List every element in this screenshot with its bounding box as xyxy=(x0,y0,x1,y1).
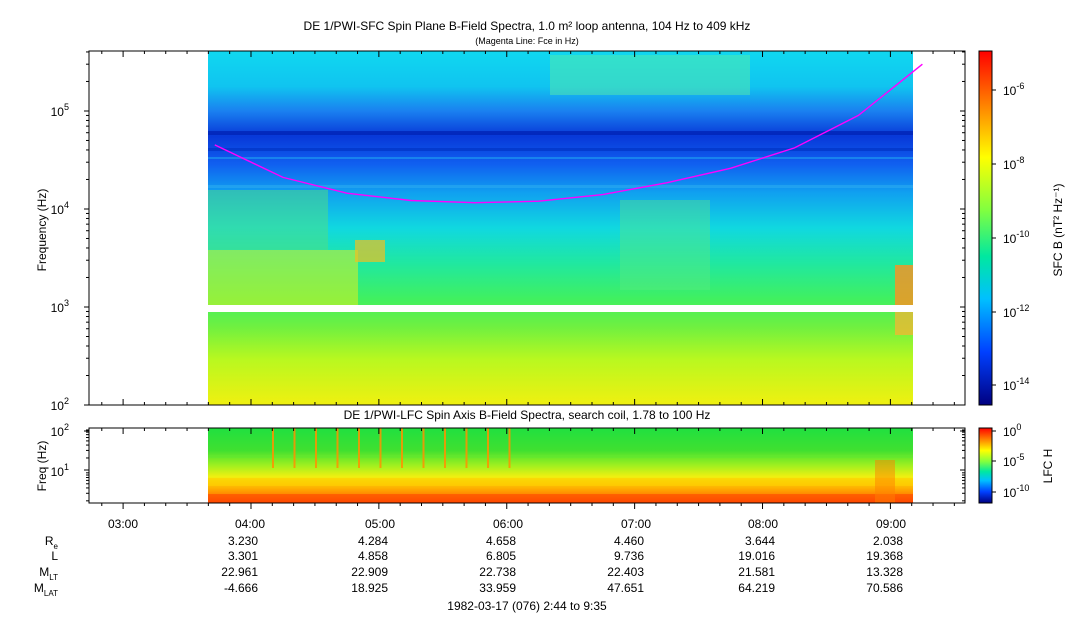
x-tick-0900: 09:00 xyxy=(876,517,906,531)
bottom-panel-title: DE 1/PWI-LFC Spin Axis B-Field Spectra, … xyxy=(344,408,711,422)
lfc-spike xyxy=(487,428,489,468)
lfc-spike xyxy=(465,428,468,468)
x-axis xyxy=(101,51,955,509)
eph-re-0800: 3.644 xyxy=(745,534,775,548)
lfc-spike xyxy=(293,428,296,468)
bottom-y-label: Freq (Hz) xyxy=(35,441,49,492)
top-panel-frame xyxy=(88,50,966,406)
bottom-y-tick-10: 101 xyxy=(51,462,69,479)
bottom-cbar-tick-3: 10-10 xyxy=(1003,483,1029,500)
data-gap xyxy=(208,305,913,312)
bottom-y-axis: 102 101 Freq (Hz) xyxy=(35,422,965,502)
x-tick-0500: 05:00 xyxy=(365,517,395,531)
top-spectrogram xyxy=(208,51,923,405)
top-colorbar: 10-6 10-8 10-10 10-12 10-14 SFC B (nT² H… xyxy=(978,50,1065,406)
eph-label-mlat: MLAT xyxy=(34,581,58,598)
lfc-spike xyxy=(422,428,425,468)
eph-label-mlt: MLT xyxy=(39,565,58,582)
lfc-spike xyxy=(508,428,511,468)
cbar-tick-5: 10-14 xyxy=(1003,376,1029,393)
cbar-tick-2: 10-8 xyxy=(1003,155,1024,172)
eph-l-0700: 9.736 xyxy=(614,549,644,563)
y-tick-100: 102 xyxy=(51,396,69,413)
top-y-label: Frequency (Hz) xyxy=(35,189,49,272)
eph-mlat-0600: 33.959 xyxy=(479,581,516,595)
lfc-spike xyxy=(336,428,339,468)
eph-l-0600: 6.805 xyxy=(486,549,516,563)
cbar-tick-3: 10-10 xyxy=(1003,229,1029,246)
eph-mlat-0900: 70.586 xyxy=(866,581,903,595)
eph-re-0700: 4.460 xyxy=(614,534,644,548)
x-tick-0600: 06:00 xyxy=(493,517,523,531)
eph-mlt-0500: 22.909 xyxy=(351,565,388,579)
eph-re-0900: 2.038 xyxy=(873,534,903,548)
eph-l-0800: 19.016 xyxy=(738,549,775,563)
eph-l-0900: 19.368 xyxy=(866,549,903,563)
eph-mlat-0700: 47.651 xyxy=(607,581,644,595)
x-tick-0700: 07:00 xyxy=(621,517,651,531)
bottom-colorbar: 100 10-5 10-10 LFC H xyxy=(978,422,1055,504)
footer-date-range: 1982-03-17 (076) 2:44 to 9:35 xyxy=(447,599,607,613)
eph-l-0500: 4.858 xyxy=(358,549,388,563)
y-tick-10000: 104 xyxy=(51,200,69,217)
x-tick-labels: 03:00 04:00 05:00 06:00 07:00 08:00 09:0… xyxy=(108,517,906,531)
eph-mlt-0400: 22.961 xyxy=(221,565,258,579)
bottom-y-tick-100: 102 xyxy=(51,422,69,439)
y-tick-1000: 103 xyxy=(51,298,69,315)
eph-mlt-0700: 22.403 xyxy=(607,565,644,579)
lfc-spike xyxy=(272,428,274,468)
bottom-spectrogram xyxy=(208,428,913,503)
top-panel-subtitle: (Magenta Line: Fce in Hz) xyxy=(475,36,579,46)
ephemeris-table: Re L MLT MLAT 3.230 4.284 4.658 4.460 3.… xyxy=(34,534,903,598)
bottom-cbar-tick-2: 10-5 xyxy=(1003,452,1024,469)
lfc-spike xyxy=(315,428,317,468)
eph-re-0400: 3.230 xyxy=(228,534,258,548)
eph-mlt-0600: 22.738 xyxy=(479,565,516,579)
eph-label-re: Re xyxy=(45,534,59,551)
y-tick-100000: 105 xyxy=(51,102,69,119)
lfc-spike xyxy=(379,428,382,468)
cbar-tick-1: 10-6 xyxy=(1003,81,1024,98)
x-tick-0800: 08:00 xyxy=(748,517,778,531)
eph-re-0600: 4.658 xyxy=(486,534,516,548)
eph-mlat-0400: -4.666 xyxy=(224,581,258,595)
cbar-tick-4: 10-12 xyxy=(1003,303,1029,320)
eph-l-0400: 3.301 xyxy=(228,549,258,563)
eph-mlat-0800: 64.219 xyxy=(738,581,775,595)
top-colorbar-label: SFC B (nT² Hz⁻¹) xyxy=(1051,184,1065,277)
x-tick-0400: 04:00 xyxy=(235,517,265,531)
lfc-spike xyxy=(358,428,360,468)
top-y-axis: 102 103 104 105 Frequency (Hz) xyxy=(35,51,965,413)
bottom-colorbar-label: LFC H xyxy=(1041,449,1055,484)
eph-mlat-0500: 18.925 xyxy=(351,581,388,595)
eph-re-0500: 4.284 xyxy=(358,534,388,548)
bottom-spectrogram-image xyxy=(208,428,913,503)
eph-mlt-0900: 13.328 xyxy=(866,565,903,579)
fce-line xyxy=(214,63,923,204)
eph-mlt-0800: 21.581 xyxy=(738,565,775,579)
lfc-spike xyxy=(444,428,446,468)
eph-label-l: L xyxy=(51,549,58,563)
x-tick-0300: 03:00 xyxy=(108,517,138,531)
bottom-panel-frame xyxy=(88,427,966,504)
top-panel-title: DE 1/PWI-SFC Spin Plane B-Field Spectra,… xyxy=(304,19,751,33)
bottom-colorbar-scale xyxy=(978,427,993,504)
top-colorbar-scale xyxy=(978,50,993,406)
bottom-cbar-tick-1: 100 xyxy=(1003,422,1021,439)
lfc-spike xyxy=(401,428,403,468)
